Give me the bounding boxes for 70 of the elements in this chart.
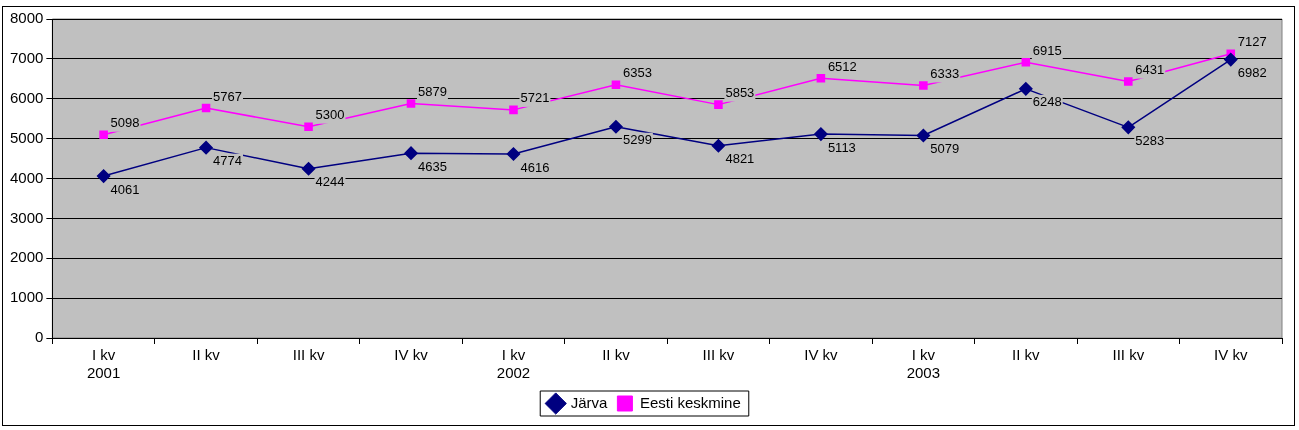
point — [99, 130, 108, 139]
point — [96, 169, 111, 183]
y-tick-label: 8000 — [9, 9, 44, 27]
x-tick-label: II kv — [602, 346, 631, 364]
data-label: 5283 — [1135, 132, 1165, 148]
data-label: 4821 — [725, 151, 755, 167]
data-label: 6915 — [1032, 42, 1062, 58]
x-tick-label: II kv — [1012, 346, 1041, 364]
point — [816, 74, 826, 83]
data-label: 4616 — [520, 159, 550, 175]
legend-label: Eesti keskmine — [639, 393, 741, 411]
x-tick-label: IV kv — [804, 346, 839, 364]
data-label: 5079 — [930, 141, 960, 157]
y-tick-label: 5000 — [9, 128, 44, 146]
point — [1121, 120, 1136, 135]
x-tick-label: IV kv — [1214, 346, 1248, 364]
data-label: 6248 — [1032, 94, 1062, 110]
data-label: 4774 — [213, 153, 242, 169]
point — [406, 99, 416, 108]
point — [1124, 77, 1133, 86]
y-tick-label: 6000 — [9, 88, 44, 106]
x-tick-label: III kv — [292, 346, 325, 364]
data-label: 5300 — [315, 107, 345, 123]
point — [199, 140, 213, 155]
data-label: 5113 — [827, 139, 856, 155]
y-tick-label: 1000 — [9, 288, 44, 306]
data-label: 7127 — [1237, 34, 1267, 50]
data-label: 4061 — [110, 181, 140, 197]
data-label: 5853 — [725, 85, 755, 101]
point — [1019, 82, 1033, 96]
point — [201, 103, 211, 113]
x-tick-label: II kv — [192, 346, 221, 364]
point — [1021, 57, 1031, 67]
data-label: 6512 — [827, 58, 857, 74]
x-tick-label: IV kv — [394, 346, 429, 364]
legend-label: Järva — [570, 393, 609, 411]
data-label: 6353 — [622, 65, 652, 81]
point — [1224, 52, 1238, 67]
x-tick-label: I kv 2001 — [86, 346, 121, 382]
point — [301, 162, 316, 176]
point — [611, 80, 621, 89]
x-tick-label: III kv — [1112, 346, 1145, 364]
point — [814, 127, 828, 141]
point — [714, 100, 723, 109]
point — [509, 105, 518, 115]
data-label: 5879 — [418, 84, 447, 100]
y-tick-label: 4000 — [9, 168, 44, 186]
y-tick-label: 7000 — [9, 49, 44, 67]
point — [919, 81, 928, 90]
x-tick-label: I kv 2003 — [906, 346, 941, 382]
y-tick-label: 3000 — [9, 208, 44, 226]
point — [916, 128, 931, 143]
point — [404, 146, 418, 160]
data-label: 6431 — [1135, 62, 1165, 78]
data-label: 5767 — [213, 88, 242, 104]
data-label: 5299 — [622, 132, 652, 148]
y-tick-label: 0 — [35, 328, 44, 346]
point — [609, 119, 623, 134]
point — [304, 122, 313, 131]
x-tick-label: I kv 2002 — [496, 346, 531, 382]
data-label: 6333 — [930, 66, 960, 82]
x-tick-label: III kv — [702, 346, 735, 364]
point — [711, 139, 726, 153]
data-label: 5098 — [110, 115, 140, 131]
y-tick-label: 2000 — [9, 248, 44, 266]
data-label: 6982 — [1237, 65, 1267, 81]
data-label: 4635 — [418, 158, 447, 174]
data-label: 5721 — [520, 90, 550, 106]
point — [506, 147, 521, 161]
data-label: 4244 — [315, 174, 345, 190]
